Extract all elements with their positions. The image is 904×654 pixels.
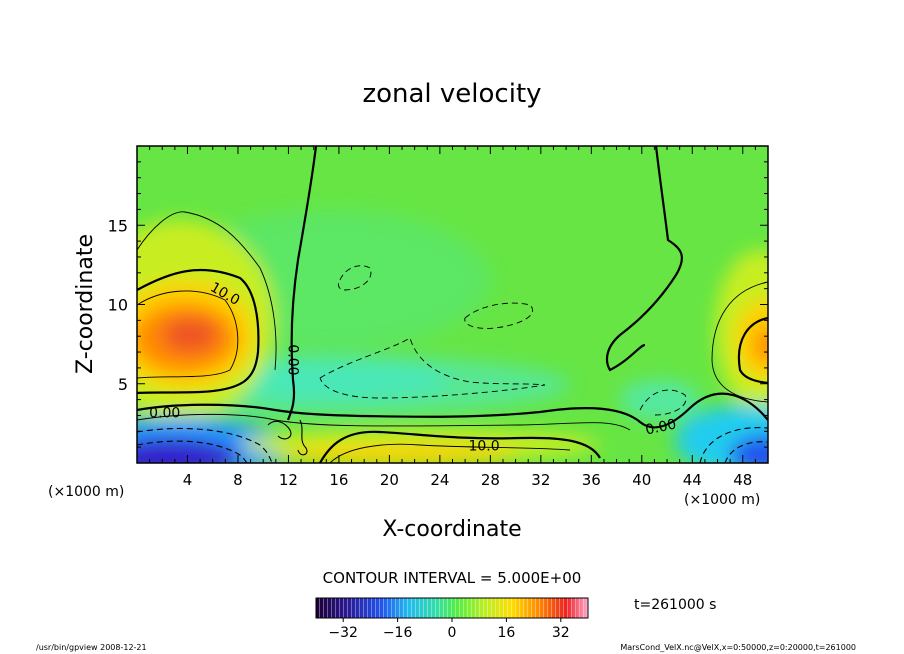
colorbar-tick-label: 32 [552,625,570,641]
contour-neg-dash-8 [724,441,768,463]
contour-zero-left [137,392,768,429]
contour-thin-2 [137,290,239,379]
y-axis-title: Z-coordinate [73,234,98,374]
y-tick-label: 15 [108,216,128,235]
contour-interval-label: CONTOUR INTERVAL = 5.000E+00 [323,569,582,587]
contour-neg-dash-1 [319,337,546,399]
x-tick-label: 16 [329,471,348,489]
colorbar-tick-label: −16 [383,625,413,641]
contour-lines [137,146,768,463]
contour-neg-dash-5 [137,427,273,463]
y-tick-label: 10 [108,296,128,315]
colorbar-tick-label: −32 [328,625,358,641]
x-tick-label: 48 [733,471,752,489]
contour-ten-bottom [319,430,601,463]
contour-neg-dash-6 [137,440,248,463]
footer-right: MarsCond_VelX.nc@VelX,x=0:50000,z=0:2000… [620,643,856,652]
field-shading [137,210,768,463]
contour-label: 0.00 [644,416,678,438]
colorbar-tick-label: 0 [448,625,457,641]
contour-label: 0.00 [284,344,300,375]
colorbar-tick-label: 16 [497,625,515,641]
y-axis: 5 10 15 [108,145,768,464]
contour-label: 10.0 [468,439,499,455]
x-axis-title: X-coordinate [382,517,521,542]
x-tick-label: 44 [683,471,702,489]
x-tick-label: 36 [582,471,601,489]
plot-area [137,146,768,463]
x-tick-label: 28 [481,471,500,489]
x-axis: 4 8 12 16 20 24 28 32 36 40 44 48 [136,146,769,489]
contour-neg-dash-2 [464,302,533,329]
x-tick-label: 8 [233,471,243,489]
contour-thin-5 [329,443,571,463]
contour-thin-3 [137,413,631,431]
x-tick-label: 40 [632,471,651,489]
x-tick-label: 24 [430,471,449,489]
contour-label: 0.00 [149,405,180,421]
contour-thin-1 [137,211,277,371]
contour-neg-dash-3 [337,265,372,291]
colorbar-ticks: −32 −16 0 16 32 [328,618,570,641]
y-tick-label: 5 [118,375,128,394]
time-label: t=261000 s [634,597,716,613]
contour-ten-right [737,316,768,385]
contour-neg-dash-7 [699,427,768,463]
colorbar: −32 −16 0 16 32 [315,597,589,641]
contour-zero-right [605,146,684,372]
contour-thin-4 [711,281,768,403]
x-axis-unit-left: (×1000 m) [48,484,124,500]
x-tick-label: 20 [380,471,399,489]
contour-neg-dash-4 [639,389,687,416]
x-tick-label: 4 [183,471,193,489]
footer-left: /usr/bin/gpview 2008-12-21 [36,643,147,652]
x-tick-label: 12 [279,471,298,489]
contour-ten-left [137,268,260,395]
chart-title: zonal velocity [362,79,541,109]
x-tick-label: 32 [531,471,550,489]
contour-zero-vertical [286,146,318,421]
x-axis-unit-right: (×1000 m) [684,492,760,508]
contour-noise [267,419,308,456]
